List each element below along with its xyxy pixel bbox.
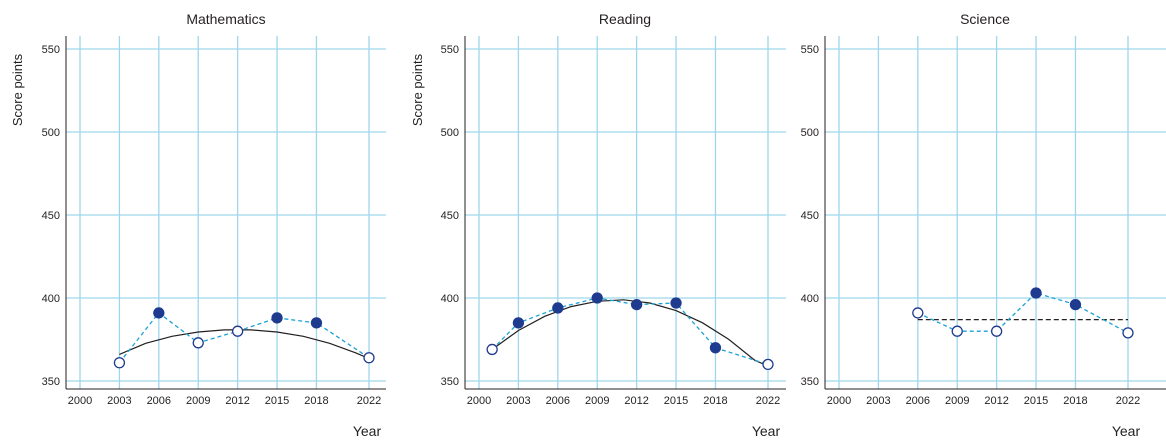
x-axis-title: Year xyxy=(1112,423,1141,439)
data-line xyxy=(917,292,1129,334)
data-point-significant xyxy=(670,297,682,309)
y-tick-label: 350 xyxy=(441,376,459,388)
x-tick-label: 2018 xyxy=(703,395,727,407)
x-axis-title: Year xyxy=(353,423,382,439)
y-axis-title: Score points xyxy=(10,53,25,126)
x-tick-label: 2012 xyxy=(624,395,648,407)
data-point-significant xyxy=(1069,298,1082,311)
y-tick-label: 500 xyxy=(42,127,60,139)
x-tick-label: 2003 xyxy=(866,395,890,407)
data-point xyxy=(113,357,126,369)
data-point xyxy=(912,307,924,319)
x-tick-label: 2000 xyxy=(467,395,491,407)
data-line xyxy=(491,297,769,366)
y-tick-label: 400 xyxy=(801,293,819,305)
x-tick-label: 2015 xyxy=(664,395,688,407)
x-tick-label: 2006 xyxy=(147,395,171,407)
x-tick-label: 2022 xyxy=(756,395,780,407)
x-tick-label: 2015 xyxy=(265,395,289,407)
data-point-significant xyxy=(310,317,323,329)
data-point xyxy=(363,352,375,364)
x-tick-label: 2009 xyxy=(945,395,969,407)
data-point xyxy=(990,325,1003,337)
chart-panel-science: 350 400 450 500 550 2000 2003 2006 2009 2012 2015 2… xyxy=(801,11,1166,439)
y-tick-label: 400 xyxy=(441,293,459,305)
trend-line xyxy=(491,299,769,367)
y-tick-label: 550 xyxy=(441,44,459,56)
data-point xyxy=(192,337,204,349)
y-tick-label: 550 xyxy=(801,44,819,56)
data-point-significant xyxy=(630,298,643,311)
data-point-significant xyxy=(709,342,722,354)
data-line xyxy=(118,311,370,364)
y-tick-label: 450 xyxy=(42,210,60,222)
x-tick-label: 2006 xyxy=(906,395,930,407)
x-tick-label: 2003 xyxy=(107,395,131,407)
x-tick-label: 2009 xyxy=(186,395,210,407)
x-tick-label: 2018 xyxy=(304,395,328,407)
chart-title: Reading xyxy=(599,11,651,27)
data-point xyxy=(1122,327,1134,339)
x-tick-label: 2012 xyxy=(225,395,249,407)
x-tick-label: 2022 xyxy=(357,395,381,407)
x-tick-label: 2018 xyxy=(1063,395,1087,407)
data-point xyxy=(231,325,244,337)
x-tick-label: 2015 xyxy=(1024,395,1048,407)
x-tick-label: 2006 xyxy=(546,395,570,407)
x-tick-label: 2012 xyxy=(984,395,1008,407)
y-tick-label: 450 xyxy=(441,210,459,222)
x-tick-label: 2022 xyxy=(1116,395,1140,407)
chart-panel-mathematics: 350 400 450 500 550 2000 2003 2006 2009 2012 2015 2… xyxy=(10,11,386,439)
data-point-significant xyxy=(271,312,283,324)
x-axis-title: Year xyxy=(752,423,781,439)
chart-title: Mathematics xyxy=(186,11,265,27)
y-tick-label: 550 xyxy=(42,44,60,56)
y-tick-label: 400 xyxy=(42,293,60,305)
x-tick-label: 2000 xyxy=(68,395,92,407)
data-point-significant xyxy=(552,302,564,314)
chart-title: Science xyxy=(960,11,1010,27)
trend-line xyxy=(119,329,370,360)
data-point xyxy=(486,343,498,356)
x-tick-label: 2009 xyxy=(585,395,609,407)
y-tick-label: 350 xyxy=(801,376,819,388)
chart-panel-reading: 350 400 450 500 550 2000 2003 2006 2009 2012 2015 2… xyxy=(410,11,786,439)
y-axis-title: Score points xyxy=(410,53,425,126)
data-point xyxy=(951,325,963,337)
data-point-significant xyxy=(512,317,525,329)
data-point-significant xyxy=(591,292,603,304)
y-tick-label: 500 xyxy=(441,127,459,139)
data-point-significant xyxy=(1030,287,1042,299)
x-tick-label: 2003 xyxy=(506,395,530,407)
x-tick-label: 2000 xyxy=(827,395,851,407)
y-tick-label: 500 xyxy=(801,127,819,139)
y-tick-label: 350 xyxy=(42,376,60,388)
data-point-significant xyxy=(153,307,165,319)
y-tick-label: 450 xyxy=(801,210,819,222)
data-point xyxy=(762,358,774,371)
